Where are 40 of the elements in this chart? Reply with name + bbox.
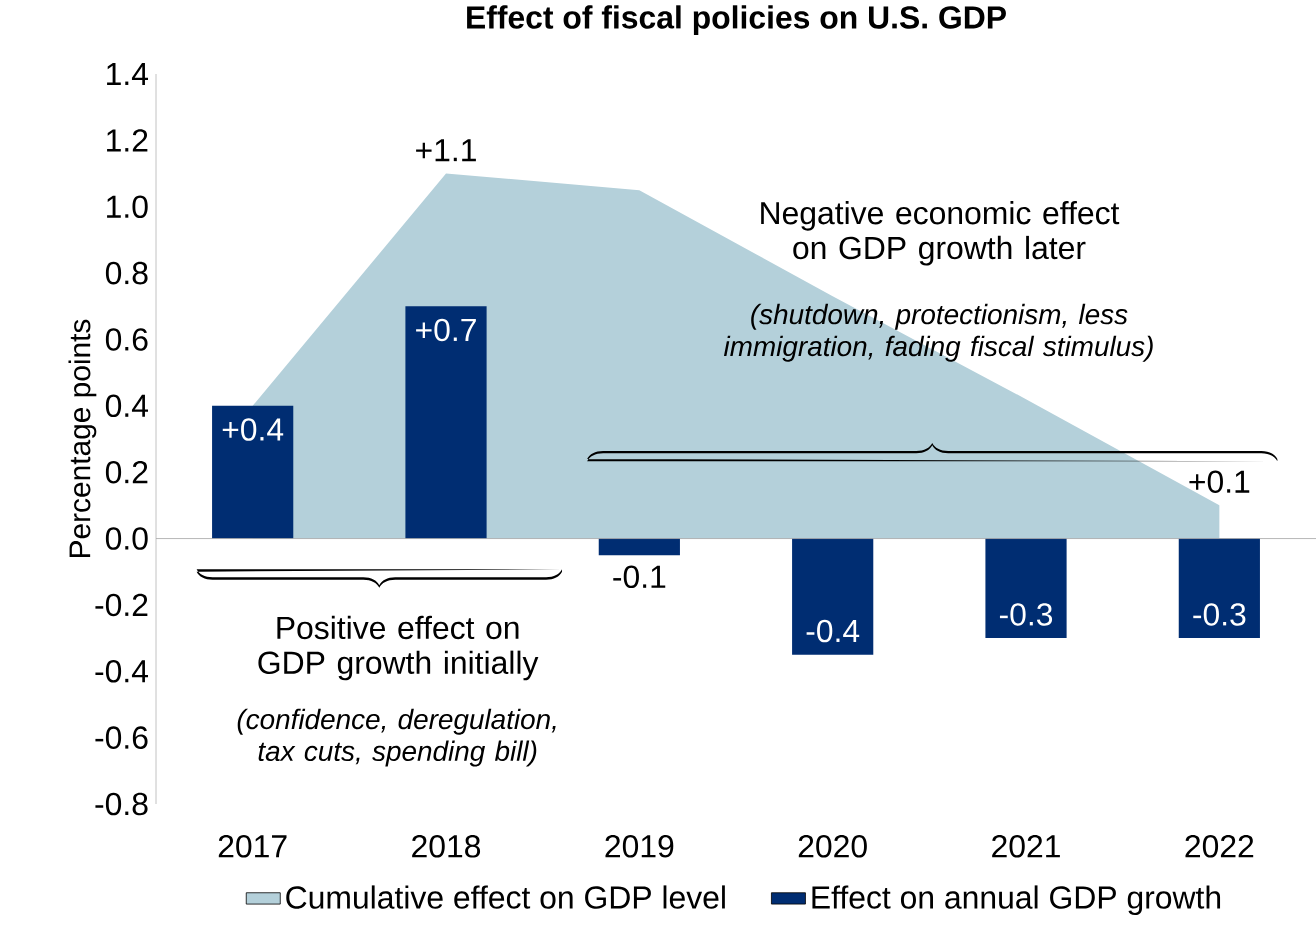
data-label: -0.4 <box>806 619 860 643</box>
data-label: -0.3 <box>1193 603 1246 626</box>
data-label: +0.4 <box>222 418 284 441</box>
bar <box>1178 538 1260 639</box>
x-tick-label: 2019 <box>605 835 674 858</box>
annotation: Negative economic effect on GDP growth later <box>761 200 1120 266</box>
chart-title: Effect of fiscal policies on U.S. GDP <box>467 5 1006 36</box>
y-tick-label: 0.0 <box>105 527 148 550</box>
bar <box>985 538 1067 639</box>
bar <box>405 306 487 539</box>
y-tick-label: -0.2 <box>95 593 148 617</box>
legend-label: Effect on annual GDP growth <box>812 885 1221 916</box>
y-tick-label: 0.4 <box>105 394 149 418</box>
annotation: Positive effect on GDP growth initially <box>258 615 539 681</box>
y-tick-label: 1.0 <box>107 195 148 219</box>
bar <box>212 405 294 539</box>
annotation: (confidence, deregulation, tax cuts, spending bill) <box>237 708 556 767</box>
y-tick-label: 0.8 <box>105 261 148 285</box>
x-tick-label: 2020 <box>798 835 867 858</box>
data-label: -0.3 <box>999 603 1053 626</box>
x-tick-label: 2022 <box>1185 835 1254 858</box>
annotation: (shutdown, protectionism, less immigration, fading fiscal stimulus) <box>723 303 1153 362</box>
data-label: -0.1 <box>613 565 666 589</box>
y-tick-label: 1.4 <box>107 63 149 85</box>
data-label: +0.7 <box>416 318 476 342</box>
x-tick-label: 2021 <box>992 835 1060 858</box>
y-tick-label: -0.6 <box>95 726 148 749</box>
legend-label: Cumulative effect on GDP level <box>286 885 725 909</box>
data-label: +0.1 <box>1189 470 1250 493</box>
y-tick-label: 0.2 <box>105 460 148 484</box>
x-tick-label: 2017 <box>218 835 287 858</box>
y-tick-label: 1.2 <box>107 129 148 152</box>
y-axis-title: Percentage points <box>68 319 97 558</box>
data-label: +1.1 <box>416 139 476 162</box>
y-tick-label: -0.4 <box>95 660 149 683</box>
y-tick-label: 0.6 <box>105 328 148 351</box>
bar <box>598 538 680 556</box>
x-tick-label: 2018 <box>412 835 481 858</box>
y-tick-label: -0.8 <box>95 792 148 816</box>
bar <box>792 538 874 655</box>
